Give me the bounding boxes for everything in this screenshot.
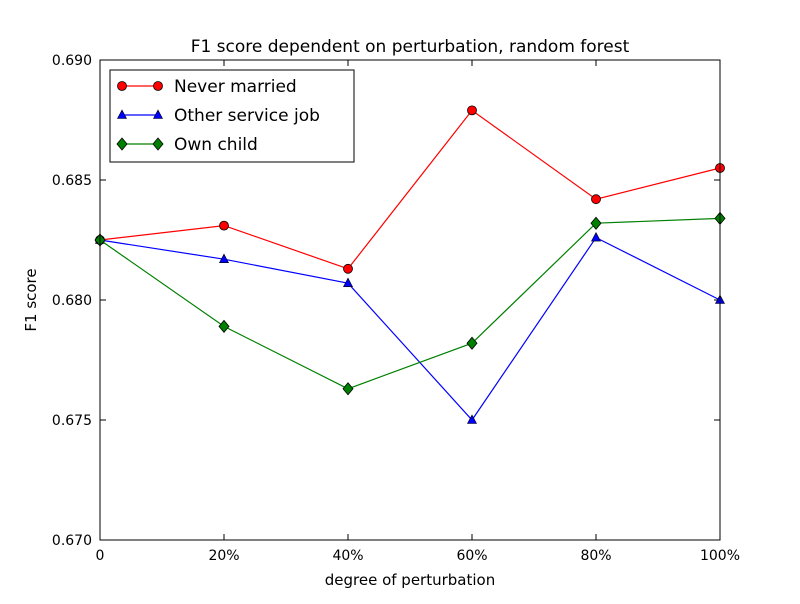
legend-label: Never married bbox=[174, 77, 297, 97]
series-layer bbox=[94, 105, 726, 424]
data-point bbox=[591, 194, 601, 205]
data-point bbox=[343, 277, 353, 288]
legend: Never married Other service job Own child bbox=[109, 69, 355, 163]
data-point bbox=[219, 220, 229, 231]
series-line bbox=[99, 236, 721, 421]
legend-box bbox=[109, 69, 355, 163]
data-point bbox=[467, 105, 477, 116]
y-tick-label: 0.690 bbox=[52, 53, 92, 69]
data-point bbox=[466, 336, 478, 350]
data-point bbox=[342, 382, 354, 396]
y-tick-label: 0.680 bbox=[52, 293, 92, 309]
legend-label: Other service job bbox=[174, 106, 320, 126]
legend-marker bbox=[116, 137, 128, 151]
legend-marker bbox=[153, 81, 163, 91]
chart-title: F1 score dependent on perturbation, rand… bbox=[191, 37, 630, 57]
x-tick-label: 40% bbox=[332, 548, 363, 564]
x-tick-label: 20% bbox=[208, 548, 239, 564]
series-line bbox=[99, 217, 721, 390]
data-point bbox=[467, 414, 477, 424]
y-tick-label: 0.675 bbox=[52, 413, 92, 429]
series-line bbox=[99, 109, 721, 270]
x-tick-label: 100% bbox=[700, 548, 740, 564]
data-point bbox=[591, 231, 601, 242]
legend-marker bbox=[117, 109, 127, 119]
series-1 bbox=[95, 231, 725, 424]
x-axis-label: degree of perturbation bbox=[325, 571, 495, 589]
y-tick-label: 0.670 bbox=[52, 533, 92, 549]
axis-ticks: 0 20% 40% 60% 80% 100% 0.670 0.675 0.680 0.685 0.6… bbox=[52, 53, 740, 564]
x-tick-label: 80% bbox=[580, 548, 611, 564]
legend-marker bbox=[153, 109, 163, 119]
data-point bbox=[590, 216, 602, 230]
y-axis-label: F1 score bbox=[22, 268, 40, 331]
data-point bbox=[219, 253, 229, 264]
y-tick-label: 0.685 bbox=[52, 173, 92, 189]
x-tick-label: 0 bbox=[96, 548, 105, 564]
legend-marker bbox=[152, 137, 164, 151]
series-2 bbox=[94, 211, 726, 396]
legend-label: Own child bbox=[174, 135, 258, 155]
data-point bbox=[343, 263, 353, 274]
x-tick-label: 60% bbox=[456, 548, 487, 564]
data-point bbox=[218, 319, 230, 334]
legend-marker bbox=[117, 81, 127, 91]
plot-frame bbox=[99, 59, 721, 541]
